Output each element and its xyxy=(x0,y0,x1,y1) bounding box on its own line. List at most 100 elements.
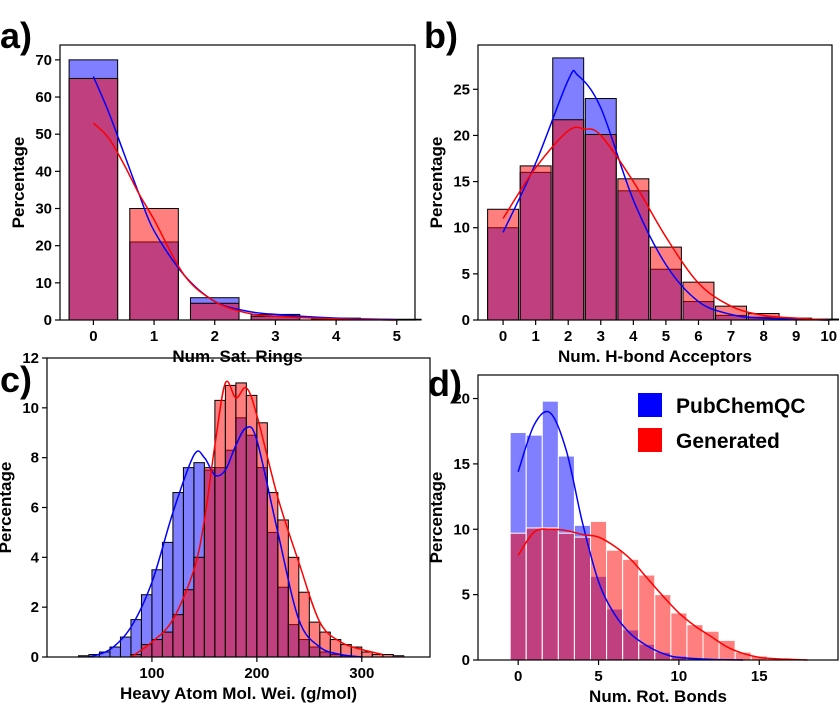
x-tick-label: 2 xyxy=(564,328,572,345)
y-tick-label: 10 xyxy=(453,220,470,237)
x-tick-label: 100 xyxy=(139,665,164,682)
kde-line xyxy=(502,126,829,321)
y-tick-label: 12 xyxy=(22,350,39,367)
y-tick-label: 5 xyxy=(462,266,470,283)
x-tick-label: 3 xyxy=(271,328,279,345)
bar xyxy=(702,630,720,661)
kde-line xyxy=(130,380,383,658)
bar xyxy=(638,574,656,661)
x-tick-label: 1 xyxy=(531,328,539,345)
x-tick-label: 10 xyxy=(820,328,837,345)
subplot: 0 2 4 6 8 10 12 100 200 300 Heavy Atom Mol. Wei. (… xyxy=(0,350,431,703)
bar xyxy=(319,631,331,658)
y-axis-label: Percentage xyxy=(9,137,28,229)
x-tick-label: 300 xyxy=(349,665,374,682)
x-tick-label: 3 xyxy=(597,328,605,345)
bar xyxy=(119,636,132,658)
x-tick-label: 0 xyxy=(499,328,507,345)
bar xyxy=(509,532,527,661)
bar xyxy=(172,614,184,658)
y-axis-label: Percentage xyxy=(0,462,15,554)
axes-frame xyxy=(59,44,416,321)
y-tick-label: 20 xyxy=(453,391,470,408)
x-axis-label: Num. H-bond Acceptors xyxy=(558,347,752,366)
x-tick-label: 8 xyxy=(759,328,767,345)
bar xyxy=(557,532,575,661)
y-axis-label: Percentage xyxy=(427,137,446,229)
subplot: 0 5 10 15 20 25 0 1 2 3 4 5 6 7 8 9 10 Num. H-bond Accept… xyxy=(424,15,839,366)
x-tick-label: 5 xyxy=(393,328,401,345)
panel-label: d) xyxy=(428,363,462,404)
bar xyxy=(573,536,592,661)
y-tick-label: 10 xyxy=(35,275,52,292)
y-tick-label: 0 xyxy=(44,312,52,329)
x-tick-label: 10 xyxy=(671,668,688,685)
bar xyxy=(590,520,608,661)
x-tick-label: 1 xyxy=(150,328,158,345)
panel-label: a) xyxy=(0,15,32,56)
bar xyxy=(266,492,279,658)
y-tick-label: 40 xyxy=(35,163,52,180)
y-tick-label: 2 xyxy=(31,599,39,616)
x-tick-label: 4 xyxy=(332,328,341,345)
bar xyxy=(189,302,240,321)
axes-frame xyxy=(46,357,431,658)
y-axis-label: Percentage xyxy=(427,472,446,564)
y-tick-label: 5 xyxy=(462,587,470,604)
bar xyxy=(224,384,237,658)
bar xyxy=(68,77,119,321)
x-tick-label: 0 xyxy=(89,328,97,345)
bar xyxy=(151,639,163,658)
y-tick-label: 0 xyxy=(462,312,470,329)
x-tick-label: 2 xyxy=(211,328,219,345)
x-tick-label: 7 xyxy=(727,328,735,345)
bar xyxy=(235,382,247,658)
subplot: 0 5 10 15 20 0 5 10 15 Num. Rot. Bonds Percentage d… xyxy=(427,363,839,704)
bar xyxy=(670,612,688,661)
x-axis-label: Num. Sat. Rings xyxy=(172,347,302,366)
bar xyxy=(649,246,682,321)
kde-line xyxy=(502,69,829,321)
y-tick-label: 50 xyxy=(35,126,52,143)
y-tick-label: 0 xyxy=(462,652,470,669)
bar xyxy=(617,178,650,321)
bar xyxy=(715,305,748,321)
legend-swatch xyxy=(638,393,662,417)
x-tick-label: 5 xyxy=(594,668,602,685)
y-tick-label: 15 xyxy=(453,456,470,473)
x-tick-label: 0 xyxy=(514,668,522,685)
kde-line xyxy=(517,410,744,661)
axes-frame xyxy=(477,374,839,661)
bar xyxy=(129,208,179,321)
bar xyxy=(541,527,559,661)
panel-label: c) xyxy=(0,359,32,400)
x-tick-label: 9 xyxy=(792,328,800,345)
x-tick-label: 15 xyxy=(751,668,768,685)
bar xyxy=(361,651,373,658)
bar xyxy=(161,631,174,658)
x-axis-label: Num. Rot. Bonds xyxy=(589,687,727,704)
y-tick-label: 20 xyxy=(453,127,470,144)
axes-frame xyxy=(477,44,833,321)
bar xyxy=(622,558,640,661)
x-tick-label: 4 xyxy=(629,328,638,345)
y-tick-label: 20 xyxy=(35,238,52,255)
bar xyxy=(193,556,205,658)
bar xyxy=(525,527,543,661)
x-axis-label: Heavy Atom Mol. Wei. (g/mol) xyxy=(120,684,357,703)
y-tick-label: 70 xyxy=(35,52,52,69)
bar xyxy=(203,467,216,658)
kde-line xyxy=(92,122,397,321)
panel-label: b) xyxy=(424,15,458,56)
x-tick-label: 6 xyxy=(694,328,702,345)
bar xyxy=(654,594,672,661)
y-tick-label: 25 xyxy=(453,81,470,98)
y-tick-label: 15 xyxy=(453,174,470,191)
bar xyxy=(487,208,520,321)
legend-label: Generated xyxy=(676,430,780,453)
bar xyxy=(552,119,585,321)
y-tick-label: 4 xyxy=(31,549,40,566)
bar xyxy=(584,134,617,321)
